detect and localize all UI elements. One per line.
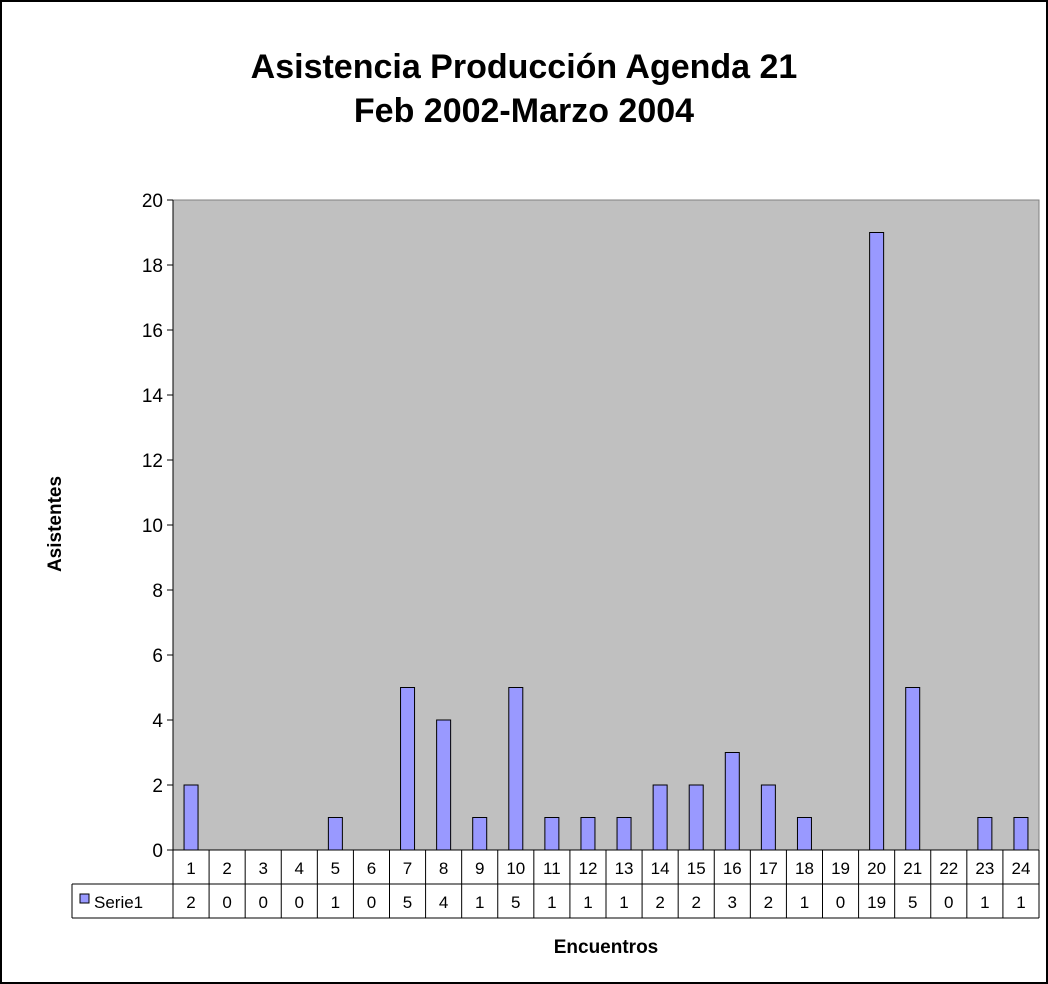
- x-tick-label: 16: [723, 859, 742, 878]
- bars: [183, 232, 1029, 851]
- table-value: 0: [836, 893, 845, 912]
- y-tick-label: 0: [152, 841, 163, 862]
- table-value: 0: [367, 893, 376, 912]
- x-tick-label: 10: [506, 859, 525, 878]
- x-tick-label: 6: [367, 859, 376, 878]
- y-tick-label: 2: [152, 776, 163, 797]
- table-value: 1: [980, 893, 989, 912]
- bar: [472, 817, 488, 851]
- table-value: 5: [511, 893, 520, 912]
- x-tick-label: 12: [578, 859, 597, 878]
- table-value: 1: [475, 893, 484, 912]
- table-value: 5: [908, 893, 917, 912]
- bar: [400, 687, 416, 851]
- table-value: 1: [583, 893, 592, 912]
- table-value: 1: [619, 893, 628, 912]
- y-tick-label: 6: [152, 646, 163, 667]
- bar: [796, 817, 812, 851]
- y-axis: 0 2 4 6 8 10 12 14 16 18 20: [142, 191, 174, 862]
- x-tick-label: 14: [651, 859, 670, 878]
- x-tick-label: 2: [222, 859, 231, 878]
- table-value: 0: [222, 893, 231, 912]
- x-tick-label: 20: [867, 859, 886, 878]
- table-value: 0: [295, 893, 304, 912]
- plot-area: [172, 199, 1040, 851]
- bar: [436, 719, 452, 851]
- y-axis-label: Asistentes: [45, 476, 66, 572]
- table-value: 1: [1016, 893, 1025, 912]
- table-value: 0: [944, 893, 953, 912]
- x-tick-label: 18: [795, 859, 814, 878]
- y-tick-label: 20: [142, 191, 163, 212]
- x-tick-label: 9: [475, 859, 484, 878]
- x-tick-label: 21: [903, 859, 922, 878]
- table-value: 2: [655, 893, 664, 912]
- table-value: 5: [403, 893, 412, 912]
- x-tick-label: 11: [543, 859, 561, 878]
- table-value: 1: [800, 893, 809, 912]
- bar: [544, 817, 560, 851]
- x-tick-label: 3: [258, 859, 267, 878]
- y-tick-label: 14: [142, 386, 164, 407]
- data-table: 1220304051607584911051111211311421521631…: [71, 849, 1040, 919]
- legend-key: [79, 893, 90, 904]
- y-tick-label: 4: [152, 711, 163, 732]
- chart-title-line2: Feb 2002-Marzo 2004: [354, 92, 694, 130]
- y-tick-label: 18: [142, 256, 163, 277]
- x-tick-label: 24: [1011, 859, 1030, 878]
- bar: [616, 817, 632, 851]
- x-axis-label: Encuentros: [554, 937, 659, 958]
- bar: [760, 784, 776, 851]
- y-tick-label: 8: [152, 581, 163, 602]
- table-value: 2: [186, 893, 195, 912]
- legend-series-name: Serie1: [94, 893, 143, 912]
- bar: [869, 232, 885, 851]
- table-value: 2: [764, 893, 773, 912]
- x-tick-label: 19: [831, 859, 850, 878]
- bar: [327, 817, 343, 851]
- bar: [977, 817, 993, 851]
- x-tick-label: 22: [939, 859, 958, 878]
- x-tick-label: 8: [439, 859, 448, 878]
- bar: [1013, 817, 1029, 851]
- chart-title-line1: Asistencia Producción Agenda 21: [251, 48, 798, 86]
- x-tick-label: 7: [403, 859, 412, 878]
- y-tick-label: 12: [142, 451, 163, 472]
- bar: [652, 784, 668, 851]
- x-tick-label: 23: [975, 859, 994, 878]
- table-value: 19: [867, 893, 886, 912]
- bar: [688, 784, 704, 851]
- bar: [905, 687, 921, 851]
- table-value: 0: [258, 893, 267, 912]
- x-tick-label: 17: [759, 859, 778, 878]
- x-tick-label: 15: [687, 859, 706, 878]
- table-value: 3: [728, 893, 737, 912]
- table-value: 2: [691, 893, 700, 912]
- bar: [580, 817, 596, 851]
- y-tick-label: 10: [142, 516, 163, 537]
- x-tick-label: 5: [331, 859, 340, 878]
- x-tick-label: 4: [295, 859, 304, 878]
- bar: [183, 784, 199, 851]
- table-value: 1: [547, 893, 556, 912]
- x-tick-label: 13: [615, 859, 634, 878]
- bar: [724, 752, 740, 851]
- y-tick-label: 16: [142, 321, 163, 342]
- table-value: 1: [331, 893, 340, 912]
- bar: [508, 687, 524, 851]
- table-value: 4: [439, 893, 448, 912]
- x-tick-label: 1: [186, 859, 195, 878]
